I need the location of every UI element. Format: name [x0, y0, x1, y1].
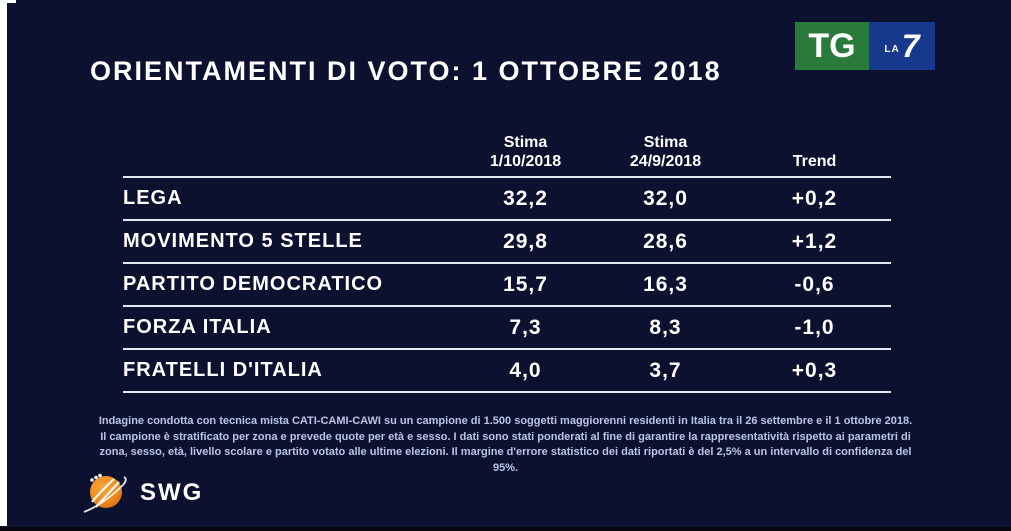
trend-value: -0,6	[794, 272, 835, 296]
table-row-forza-italia: FORZA ITALIA 7,3 8,3 -1,0	[123, 307, 891, 350]
stima-current-label: Stima	[503, 134, 548, 151]
la7-logo-la-text: LA	[884, 43, 900, 55]
table-header-row: Stima 1/10/2018 Stima 24/9/2018 Trend	[123, 128, 891, 178]
stima-current-value: 15,7	[503, 272, 548, 296]
table-row-lega: LEGA 32,2 32,0 +0,2	[123, 178, 891, 221]
stima-previous-label: Stima	[643, 134, 688, 151]
trend-value: -1,0	[794, 315, 835, 339]
tg-la7-logo: TG LA 7	[795, 22, 935, 70]
tg-logo-text: TG	[808, 26, 856, 65]
stima-current-value: 4,0	[509, 358, 542, 382]
stima-previous-value: 32,0	[643, 186, 688, 210]
column-header-trend: Trend	[792, 153, 837, 170]
table-row-fratelli-ditalia: FRATELLI D'ITALIA 4,0 3,7 +0,3	[123, 350, 891, 393]
trend-value: +0,2	[791, 186, 838, 210]
table-row-pd: PARTITO DEMOCRATICO 15,7 16,3 -0,6	[123, 264, 891, 307]
stima-previous-value: 16,3	[643, 272, 688, 296]
tg-logo-green-box: TG	[795, 22, 869, 70]
party-name: PARTITO DEMOCRATICO	[123, 273, 384, 295]
column-header-stima-current: Stima 1/10/2018	[458, 133, 593, 171]
screenshot-bottom-dark-strip	[0, 527, 1011, 531]
trend-value: +1,2	[791, 229, 838, 253]
screenshot-top-white-corner	[0, 0, 16, 3]
stima-previous-date: 24/9/2018	[629, 153, 702, 170]
stima-current-value: 32,2	[503, 186, 548, 210]
poll-results-table: Stima 1/10/2018 Stima 24/9/2018 Trend LE…	[123, 128, 891, 393]
swg-logo: SWG	[80, 468, 203, 518]
stima-previous-value: 28,6	[643, 229, 688, 253]
stima-current-value: 7,3	[509, 315, 542, 339]
trend-value: +0,3	[791, 358, 838, 382]
la7-logo-seven-text: 7	[901, 27, 920, 64]
stima-current-date: 1/10/2018	[489, 153, 562, 170]
party-name: LEGA	[123, 187, 183, 209]
column-header-stima-previous: Stima 24/9/2018	[593, 133, 738, 171]
screenshot-left-white-edge	[0, 0, 7, 526]
la7-logo-blue-box: LA 7	[869, 22, 935, 70]
swg-logo-text: SWG	[140, 479, 204, 506]
table-row-m5s: MOVIMENTO 5 STELLE 29,8 28,6 +1,2	[123, 221, 891, 264]
page-title: ORIENTAMENTI DI VOTO: 1 OTTOBRE 2018	[90, 56, 722, 86]
stima-current-value: 29,8	[503, 229, 548, 253]
stima-previous-value: 8,3	[649, 315, 682, 339]
methodology-footnote: Indagine condotta con tecnica mista CATI…	[98, 415, 913, 474]
stima-previous-value: 3,7	[649, 358, 682, 382]
swg-globe-icon	[83, 473, 127, 513]
party-name: FORZA ITALIA	[123, 316, 272, 338]
party-name: FRATELLI D'ITALIA	[123, 359, 323, 381]
party-name: MOVIMENTO 5 STELLE	[123, 230, 363, 252]
